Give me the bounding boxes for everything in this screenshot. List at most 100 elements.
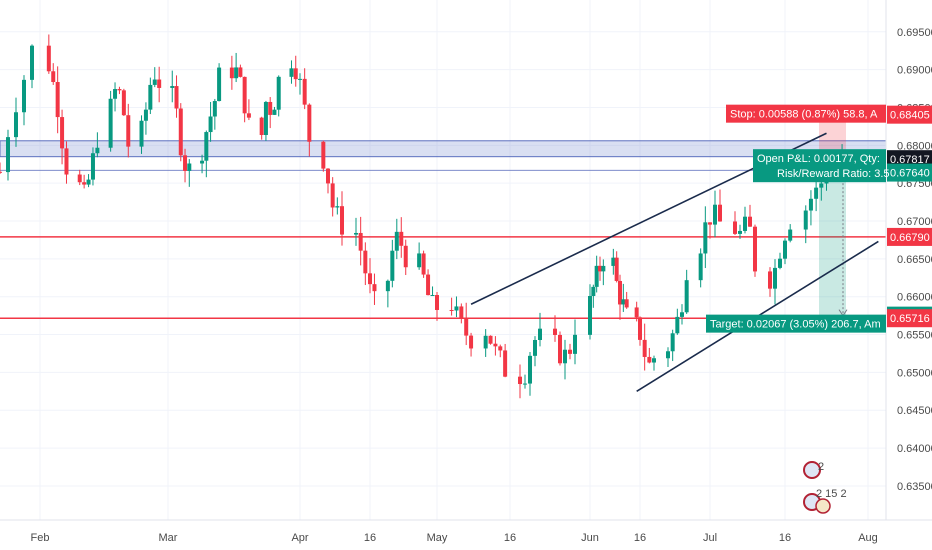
x-tick-label: Jul xyxy=(703,532,717,544)
candle-body xyxy=(503,350,508,377)
candle-body xyxy=(773,267,777,289)
candle-body xyxy=(143,109,148,121)
candle-body xyxy=(60,117,65,149)
open-label-bg xyxy=(753,149,886,183)
candle-body xyxy=(354,232,358,235)
candle-body xyxy=(713,204,717,225)
candle-body xyxy=(624,299,629,308)
candle-body xyxy=(368,273,372,285)
candle-body xyxy=(768,271,772,289)
candle-body xyxy=(30,45,34,80)
event-badges: 2 2 15 2 xyxy=(803,461,847,514)
candle-body xyxy=(611,257,616,266)
candle-body xyxy=(340,206,344,235)
candle-body xyxy=(684,280,689,313)
x-tick-label: Aug xyxy=(858,532,878,544)
candle-body xyxy=(22,79,26,113)
candle-body xyxy=(698,253,703,281)
price-label: 0.67640 xyxy=(890,168,930,180)
candle-body xyxy=(90,153,95,180)
open-pnl-label: Open P&L: 0.00177, Qty: xyxy=(757,153,880,165)
candle-body xyxy=(493,343,498,347)
target-label: Target: 0.02067 (3.05%) 206.7, Am xyxy=(710,319,881,331)
position-tool xyxy=(819,114,848,317)
badge-count: 2 xyxy=(818,461,824,473)
candle-body xyxy=(86,179,91,185)
candle-body xyxy=(335,206,340,208)
candle-body xyxy=(753,226,757,272)
price-axis: 0.695000.690000.685000.680000.675000.670… xyxy=(897,27,932,493)
candle-body xyxy=(263,101,268,136)
candle-body xyxy=(563,349,567,364)
candle-body xyxy=(528,355,532,384)
candle-body xyxy=(174,86,179,109)
candle-body xyxy=(212,101,217,117)
candle-body xyxy=(469,335,474,349)
candle-body xyxy=(121,90,126,116)
us-flag-icon xyxy=(803,461,821,479)
candle-body xyxy=(803,210,808,230)
candle-body xyxy=(621,299,626,305)
candle-body xyxy=(321,141,326,169)
price-label-bg xyxy=(887,105,932,124)
candle-body xyxy=(814,187,819,199)
candle-body xyxy=(178,108,183,156)
candle-body xyxy=(430,295,435,297)
stop-label-bg xyxy=(726,104,886,123)
candle-body xyxy=(113,89,118,99)
x-tick-label: Apr xyxy=(291,532,308,544)
candle-body xyxy=(808,198,813,211)
candle-body xyxy=(394,231,399,251)
candle-body xyxy=(64,148,69,175)
candle-body xyxy=(358,232,363,251)
candle-body xyxy=(139,120,144,147)
x-tick-label: May xyxy=(427,532,448,544)
grid xyxy=(0,0,886,520)
candle-body xyxy=(403,245,408,268)
candle-body xyxy=(390,250,395,281)
candle-body xyxy=(152,79,157,85)
position-labels: Stop: 0.00588 (0.87%) 58.8, A Open P&L: 0… xyxy=(706,104,890,333)
candle-body xyxy=(259,117,264,136)
candle-body xyxy=(675,316,680,334)
candle-body xyxy=(523,383,527,385)
candle-body xyxy=(293,68,298,80)
candle-body xyxy=(302,78,307,105)
candle-body xyxy=(51,71,56,83)
candle-body xyxy=(642,339,647,357)
candle-body xyxy=(783,240,787,259)
candle-body xyxy=(738,230,742,234)
price-labels: 0.684050.678170.676400.667900.657500.657… xyxy=(887,105,932,328)
candle-body xyxy=(778,258,782,268)
stop-label: Stop: 0.00588 (0.87%) 58.8, A xyxy=(730,109,878,121)
candle-body xyxy=(246,113,251,118)
x-tick-label: 16 xyxy=(504,532,516,544)
candle-body xyxy=(14,112,18,138)
candle-body xyxy=(591,286,596,297)
candle-body xyxy=(117,89,122,91)
candle-body xyxy=(483,335,488,349)
price-label-bg xyxy=(887,227,932,246)
candle-body xyxy=(108,98,113,148)
candle-body xyxy=(242,76,247,114)
candle-body xyxy=(307,104,312,142)
x-tick-label: Feb xyxy=(31,532,50,544)
price-label: 0.66790 xyxy=(890,232,930,244)
badge-count: 2 15 2 xyxy=(816,488,847,500)
candle-body xyxy=(638,317,642,340)
target-zone xyxy=(819,159,846,316)
candle-body xyxy=(558,334,562,364)
candle-body xyxy=(435,295,439,310)
candle-body xyxy=(326,168,330,184)
candle-body xyxy=(788,229,793,241)
candle-body xyxy=(708,222,712,225)
candle-body xyxy=(229,67,234,79)
